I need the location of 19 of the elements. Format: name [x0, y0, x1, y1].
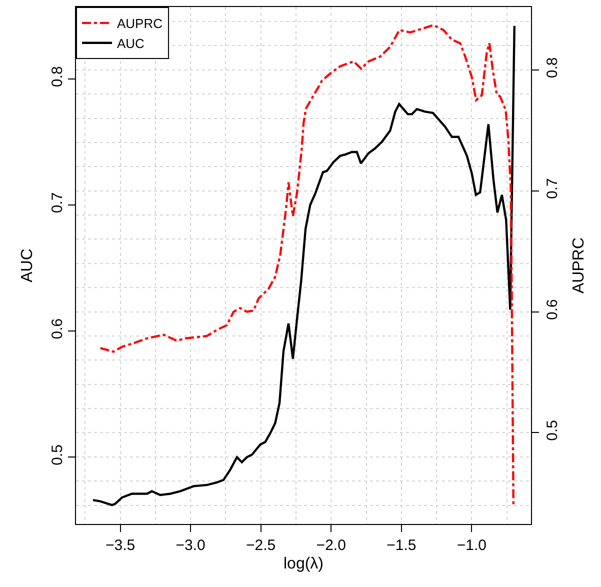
x-axis-title: log(λ) [283, 556, 324, 573]
y-axis-title: AUC [18, 248, 36, 282]
legend-label: AUPRC [117, 16, 163, 32]
y-tick-label: 0.8 [49, 66, 66, 88]
y2-axis-title: AUPRC [570, 237, 588, 294]
legend-label: AUC [117, 36, 144, 51]
x-tick-label: −1.0 [456, 537, 486, 554]
y-tick-label: 0.6 [49, 318, 66, 340]
x-tick-label: −3.0 [176, 537, 206, 554]
x-tick-label: −2.5 [246, 537, 276, 554]
x-tick-label: −2.0 [316, 537, 346, 554]
y2-tick-label: 0.7 [544, 178, 561, 199]
y2-tick-label: 0.5 [544, 420, 561, 441]
y-tick-label: 0.7 [49, 192, 66, 214]
x-tick-label: −1.5 [386, 537, 416, 554]
y2-tick-label: 0.8 [544, 57, 561, 78]
y-tick-label: 0.5 [49, 444, 66, 466]
x-tick-label: −3.5 [105, 537, 136, 554]
y2-tick-label: 0.6 [544, 299, 561, 320]
